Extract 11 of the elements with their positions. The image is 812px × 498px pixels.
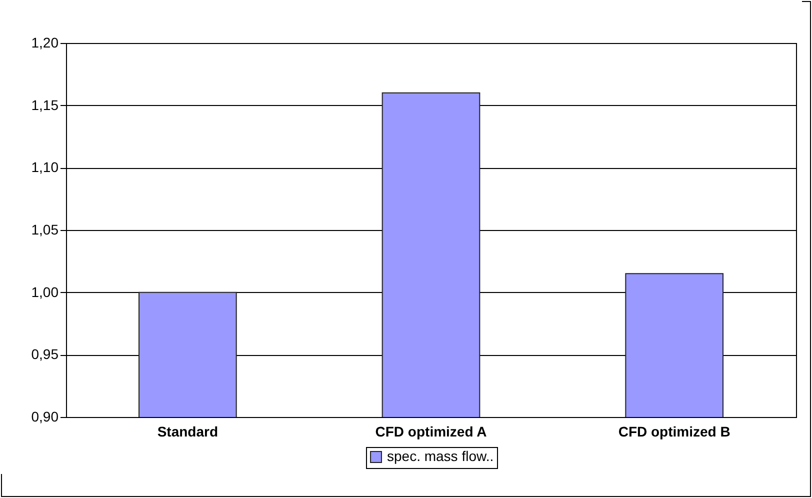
y-tick-label: 1,05 — [31, 222, 59, 238]
y-tick-label: 1,20 — [31, 34, 59, 50]
x-tick-label: CFD optimized B — [618, 424, 730, 440]
y-tick-label: 1,00 — [31, 284, 59, 300]
x-tick-label: CFD optimized A — [375, 424, 487, 440]
y-tick-label: 0,90 — [31, 408, 59, 424]
y-tick-label: 1,15 — [31, 96, 59, 113]
y-tick-label: 1,10 — [31, 159, 59, 176]
x-tick-label: Standard — [157, 424, 218, 440]
y-tick-label: 0,95 — [31, 346, 59, 362]
legend-label: spec. mass flow.. — [387, 448, 494, 464]
